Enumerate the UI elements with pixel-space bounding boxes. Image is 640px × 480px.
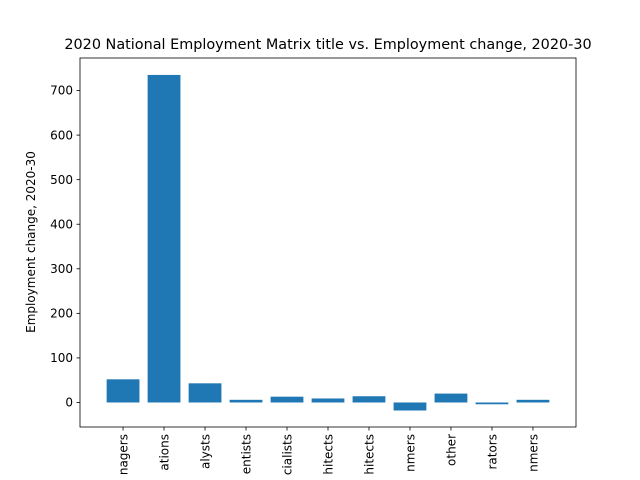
x-tick-label-9: rators <box>485 434 499 470</box>
y-tick-label-0: 0 <box>65 396 73 410</box>
x-axis: nagers ations alysts entists cialists hitects… <box>117 427 540 475</box>
bars-group <box>106 74 550 411</box>
bar-4 <box>270 396 304 403</box>
y-tick-label-6: 600 <box>50 128 73 142</box>
bar-1 <box>147 74 181 403</box>
x-tick-label-0: nagers <box>117 434 131 475</box>
y-tick-label-2: 200 <box>50 307 73 321</box>
bar-9 <box>475 402 509 405</box>
x-tick-label-3: entists <box>240 434 254 474</box>
y-tick-label-3: 300 <box>50 262 73 276</box>
x-tick-label-1: ations <box>158 434 172 471</box>
y-tick-label-4: 400 <box>50 217 73 231</box>
bar-3 <box>229 399 263 403</box>
x-tick-label-2: alysts <box>199 434 213 469</box>
bar-7 <box>393 402 427 411</box>
y-tick-label-1: 100 <box>50 351 73 365</box>
x-tick-label-6: hitects <box>362 434 376 475</box>
x-tick-label-5: hitects <box>322 434 336 475</box>
x-tick-label-4: cialists <box>281 434 295 475</box>
y-tick-label-7: 700 <box>50 84 73 98</box>
x-tick-label-8: other <box>444 434 458 466</box>
plot-frame <box>79 57 577 428</box>
x-tick-label-10: nmers <box>526 434 540 472</box>
bar-2 <box>188 383 222 403</box>
x-tick-label-7: nmers <box>403 434 417 472</box>
bar-6 <box>352 396 386 403</box>
bar-5 <box>311 398 345 403</box>
bar-10 <box>516 399 550 403</box>
y-axis: 0 100 200 300 400 500 600 700 <box>50 84 80 410</box>
y-axis-label: Employment change, 2020-30 <box>24 151 38 333</box>
chart-title: 2020 National Employment Matrix title vs… <box>64 37 591 53</box>
bar-8 <box>434 393 468 403</box>
bar-0 <box>106 379 140 403</box>
y-tick-label-5: 500 <box>50 173 73 187</box>
